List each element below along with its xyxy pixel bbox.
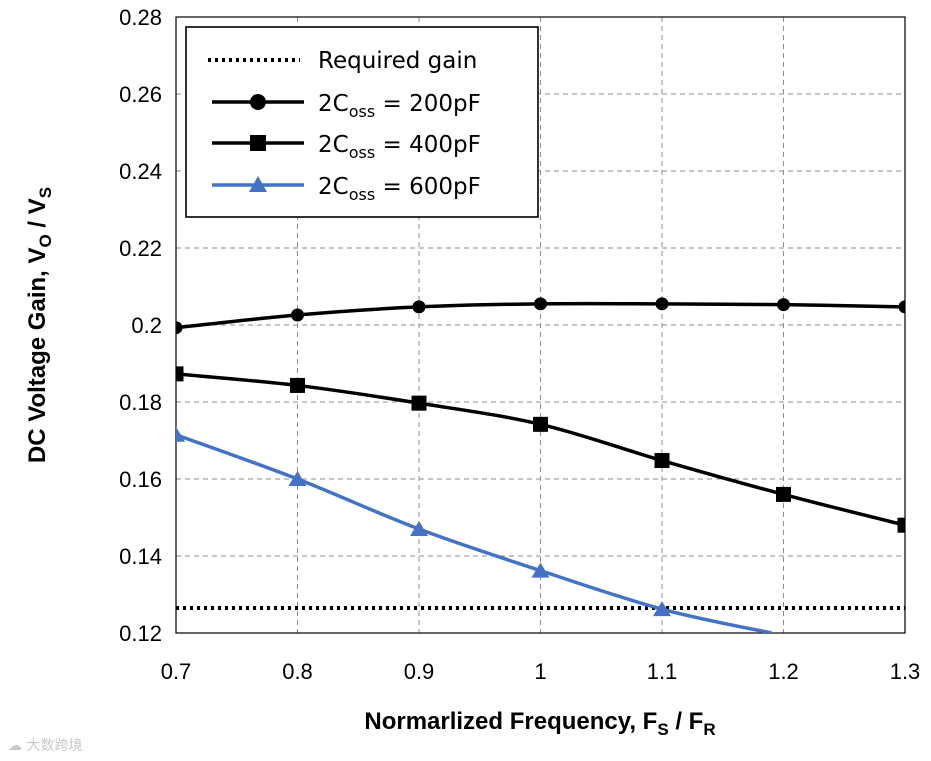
x-tick-label: 0.9 bbox=[404, 659, 435, 684]
brand-logo-icon: ☁ bbox=[8, 738, 22, 754]
x-axis-title-sub-r: R bbox=[703, 720, 715, 739]
x-tick-label: 0.8 bbox=[282, 659, 313, 684]
data-point bbox=[291, 308, 304, 322]
data-point bbox=[412, 300, 426, 314]
x-tick-label: 1.3 bbox=[890, 659, 921, 684]
x-tick-label: 0.7 bbox=[161, 659, 192, 684]
series-layer bbox=[176, 297, 905, 633]
legend-600pf-pre: 2C bbox=[318, 174, 349, 200]
watermark: ☁ 大数跨境 bbox=[8, 735, 82, 755]
x-axis-title-sub-s: S bbox=[657, 720, 668, 739]
legend-600pf-sub: oss bbox=[349, 185, 375, 204]
legend-200pf-marker bbox=[250, 94, 266, 110]
legend-400pf-marker bbox=[250, 135, 266, 151]
data-point bbox=[654, 453, 670, 469]
legend-400pf-sub: oss bbox=[349, 143, 375, 162]
data-point bbox=[533, 416, 548, 432]
data-point bbox=[898, 300, 905, 314]
y-tick-label: 0.22 bbox=[119, 236, 162, 261]
y-tick-label: 0.24 bbox=[119, 159, 162, 184]
data-point bbox=[897, 517, 905, 533]
data-point bbox=[176, 321, 183, 335]
y-axis-title-sub-s: S bbox=[36, 187, 55, 198]
series-2coss-400pf bbox=[176, 366, 905, 533]
data-point bbox=[176, 366, 184, 382]
legend: Required gain 2Coss = 200pF 2Coss = 400p… bbox=[185, 26, 539, 218]
legend-200pf-pre: 2C bbox=[318, 91, 349, 117]
y-axis-title-sep: / V bbox=[24, 198, 51, 234]
x-tick-label: 1.2 bbox=[768, 659, 799, 684]
data-point bbox=[531, 562, 550, 578]
axis-ticks: 0.7 0.8 0.9 1 1.1 1.2 1.3 0.12 0.14 0.16 0.18 0.2 0.… bbox=[119, 5, 920, 684]
x-tick-label: 1 bbox=[534, 659, 546, 684]
legend-400pf-label: 2Coss = 400pF bbox=[318, 132, 481, 162]
data-point bbox=[410, 521, 428, 537]
legend-200pf-label: 2Coss = 200pF bbox=[318, 91, 481, 121]
y-tick-label: 0.2 bbox=[131, 313, 162, 338]
legend-400pf-pre: 2C bbox=[318, 132, 349, 158]
data-point bbox=[776, 486, 791, 502]
y-tick-label: 0.12 bbox=[119, 621, 162, 646]
y-axis-title-sub-o: O bbox=[36, 234, 55, 247]
data-point bbox=[176, 426, 185, 442]
y-axis-title: DC Voltage Gain, VO / VS bbox=[24, 187, 55, 463]
legend-200pf-sub: oss bbox=[349, 102, 375, 121]
y-tick-label: 0.26 bbox=[119, 82, 162, 107]
y-axis-title-main: DC Voltage Gain, V bbox=[24, 248, 51, 464]
series-2coss-600pf bbox=[176, 426, 772, 633]
legend-600pf-label: 2Coss = 600pF bbox=[318, 174, 481, 204]
data-point bbox=[655, 297, 669, 311]
series-2coss-200pf bbox=[176, 297, 905, 335]
data-point bbox=[534, 297, 547, 311]
data-point bbox=[288, 471, 307, 486]
legend-600pf-marker bbox=[249, 176, 267, 192]
data-point bbox=[411, 395, 427, 411]
y-tick-label: 0.28 bbox=[119, 5, 162, 30]
data-point bbox=[777, 298, 790, 312]
x-axis-title-main: Normarlized Frequency, F bbox=[364, 708, 657, 735]
x-axis-title-sep: / F bbox=[669, 708, 704, 735]
x-tick-label: 1.1 bbox=[647, 659, 678, 684]
x-axis-title: Normarlized Frequency, FS / FR bbox=[364, 708, 715, 739]
legend-200pf-post: = 200pF bbox=[375, 91, 481, 117]
y-tick-label: 0.18 bbox=[119, 390, 162, 415]
data-point bbox=[653, 601, 671, 617]
watermark-text: 大数跨境 bbox=[26, 738, 83, 754]
legend-required-gain-label: Required gain bbox=[318, 48, 477, 74]
y-tick-label: 0.16 bbox=[119, 467, 162, 492]
data-point bbox=[290, 377, 305, 393]
legend-600pf-post: = 600pF bbox=[375, 174, 481, 200]
legend-400pf-post: = 400pF bbox=[375, 132, 481, 158]
y-tick-label: 0.14 bbox=[119, 544, 162, 569]
